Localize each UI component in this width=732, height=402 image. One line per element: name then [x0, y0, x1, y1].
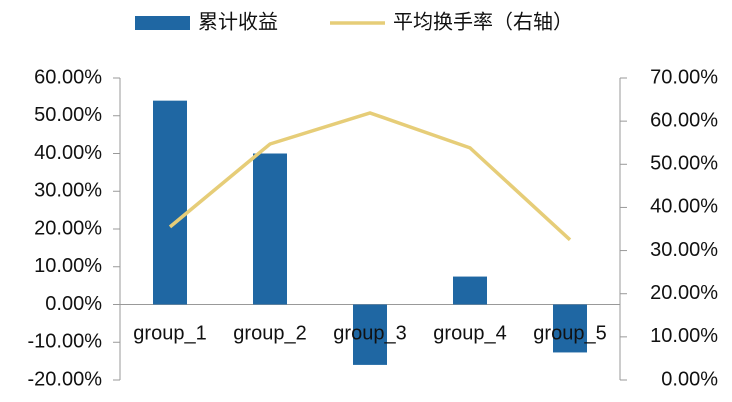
x-tick-label: group_2: [233, 322, 306, 344]
y2-tick-label: 20.00%: [650, 282, 718, 304]
bar: [353, 304, 387, 365]
bar: [253, 153, 287, 305]
x-tick-label: group_5: [533, 322, 606, 344]
y-tick-label: 50.00%: [34, 104, 102, 126]
legend-label: 累计收益: [198, 10, 278, 33]
line: [168, 111, 572, 242]
y-tick-label: 60.00%: [34, 66, 102, 88]
y2-tick-label: 70.00%: [650, 66, 718, 88]
x-tick-label: group_1: [133, 322, 206, 344]
y2-tick-label: 0.00%: [661, 368, 718, 390]
y2-tick-label: 30.00%: [650, 239, 718, 261]
bar: [153, 100, 187, 305]
x-tick-label: group_3: [333, 322, 406, 344]
y2-tick-label: 10.00%: [650, 325, 718, 347]
y-tick-label: 30.00%: [34, 180, 102, 202]
y2-tick-label: 60.00%: [650, 109, 718, 131]
legend-swatch: [135, 16, 190, 30]
y2-tick-label: 50.00%: [650, 153, 718, 175]
y-tick-label: -10.00%: [28, 331, 103, 353]
y2-tick-label: 40.00%: [650, 196, 718, 218]
y-tick-label: 0.00%: [45, 293, 102, 315]
y-tick-label: 10.00%: [34, 255, 102, 277]
bar: [453, 276, 487, 305]
legend-label: 平均换手率（右轴）: [393, 10, 573, 33]
y-tick-label: 20.00%: [34, 217, 102, 239]
y-tick-label: 40.00%: [34, 142, 102, 164]
bar: [553, 304, 587, 353]
y-tick-label: -20.00%: [28, 368, 103, 390]
x-tick-label: group_4: [433, 322, 506, 344]
